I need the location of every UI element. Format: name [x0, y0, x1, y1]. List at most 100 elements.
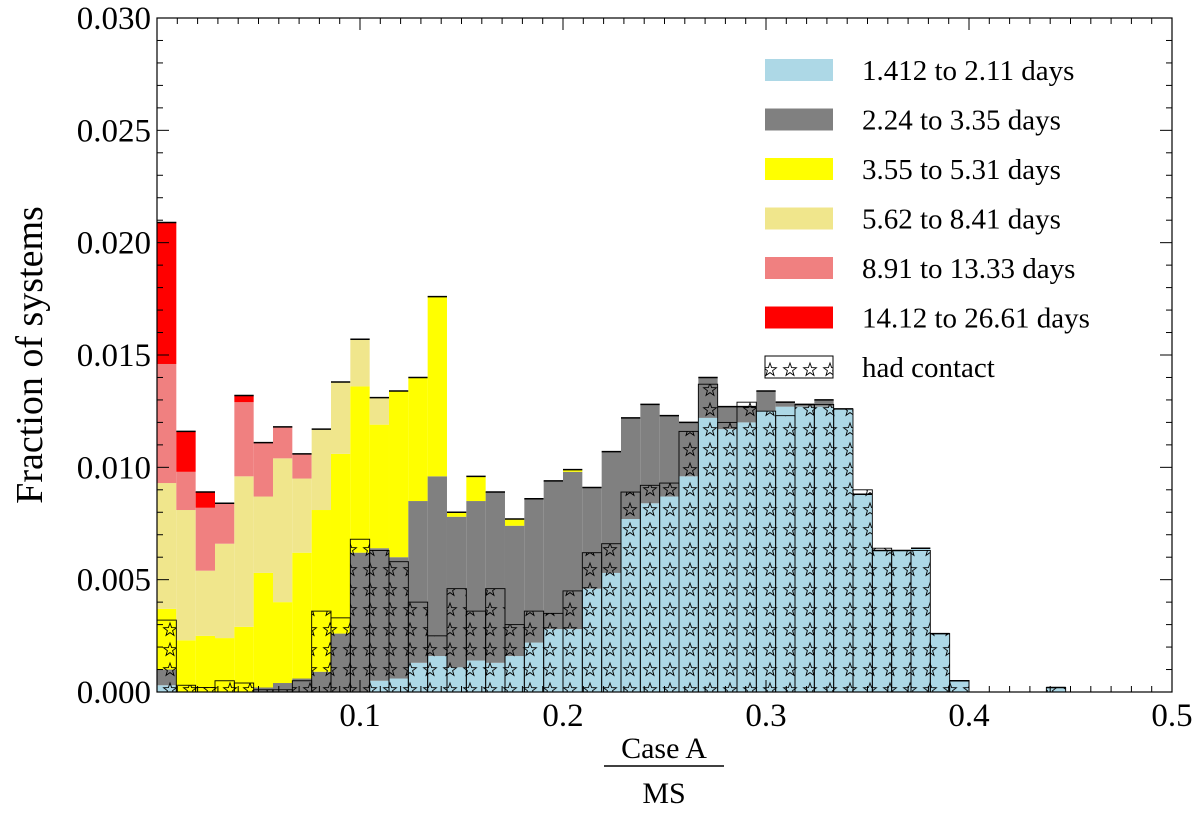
bar-segment-21-series-2 — [563, 469, 583, 472]
bar-segment-6-series-3 — [272, 458, 293, 603]
x-tick-labels: 0.1 0.2 0.3 0.4 0.5 — [339, 698, 1192, 734]
bar-segment-4-series-5 — [234, 395, 254, 403]
contact-bar-11 — [369, 550, 390, 693]
y-tick-label: 0.000 — [77, 675, 151, 711]
bar-segment-32-series-1 — [775, 402, 795, 407]
x-tick-label: 0.2 — [542, 698, 583, 734]
x-axis-label-numerator: Case A — [621, 732, 707, 765]
bar-segment-25-series-1 — [640, 404, 660, 504]
contact-bar-7 — [291, 680, 313, 693]
legend-swatch-5 — [765, 306, 833, 329]
bar-segment-2-series-5 — [195, 492, 215, 508]
bar-segment-9-series-2 — [330, 453, 351, 634]
contact-bar-4 — [233, 682, 255, 693]
contact-bar-24 — [620, 491, 641, 693]
contact-bar-9 — [330, 617, 351, 693]
bar-segment-3-series-4 — [214, 503, 235, 544]
contact-bar-38 — [891, 550, 912, 693]
contact-bar-19 — [523, 610, 545, 693]
bar-segment-7-series-3 — [292, 478, 312, 553]
bar-segment-18-series-1 — [505, 525, 525, 657]
bar-segment-6-series-2 — [272, 602, 293, 684]
contact-bar-15 — [446, 588, 467, 693]
bar-segment-5-series-3 — [253, 496, 273, 573]
contact-bar-18 — [504, 624, 525, 693]
legend-swatch-1 — [765, 108, 833, 131]
bar-segment-11-series-3 — [369, 397, 389, 425]
bar-segment-3-series-2 — [214, 638, 235, 692]
legend-label: 8.91 to 13.33 days — [862, 253, 1075, 285]
bar-segment-1-series-3 — [176, 510, 196, 641]
legend-swatch-0 — [765, 59, 833, 81]
y-tick-label: 0.005 — [77, 563, 151, 599]
legend-swatch-3 — [765, 207, 833, 230]
legend-swatch-2 — [765, 158, 833, 180]
bar-segment-10-series-3 — [350, 339, 370, 387]
contact-bar-8 — [311, 610, 332, 693]
bar-segment-31-series-1 — [756, 390, 776, 412]
contact-bar-33 — [794, 403, 815, 693]
bar-segment-20-series-1 — [543, 480, 563, 630]
legend-label: 3.55 to 5.31 days — [862, 154, 1061, 186]
bar-segment-1-series-2 — [176, 640, 196, 692]
y-tick-label: 0.010 — [77, 450, 151, 486]
x-tick-label: 0.4 — [948, 698, 989, 734]
bar-segment-16-series-2 — [466, 476, 486, 502]
contact-bar-28 — [697, 383, 719, 693]
x-tick-label: 0.5 — [1151, 698, 1192, 734]
y-tick-label: 0.025 — [77, 113, 151, 149]
legend-label: 5.62 to 8.41 days — [862, 204, 1061, 236]
contact-bar-17 — [485, 588, 506, 693]
contact-bar-12 — [388, 561, 409, 693]
bar-segment-2-series-4 — [195, 507, 215, 571]
contact-bar-21 — [562, 590, 583, 693]
legend: 1.412 to 2.11 days 2.24 to 3.35 days 3.55 … — [764, 55, 1090, 384]
bar-segment-23-series-1 — [601, 451, 621, 573]
contact-bar-14 — [427, 635, 448, 693]
legend-label: had contact — [862, 352, 995, 384]
bar-segment-18-series-2 — [505, 519, 525, 526]
bar-segment-1-series-4 — [176, 471, 196, 511]
contact-bar-2 — [195, 687, 216, 693]
contact-bar-26 — [659, 482, 680, 693]
bar-segment-13-series-2 — [408, 377, 428, 502]
bar-segment-4-series-3 — [234, 476, 254, 627]
bar-segment-9-series-3 — [330, 381, 351, 454]
legend-label: 1.412 to 2.11 days — [862, 55, 1074, 87]
contact-bar-10 — [349, 538, 371, 693]
x-tick-label: 0.1 — [339, 698, 380, 734]
bar-segment-34-series-1 — [814, 399, 834, 407]
bar-segment-6-series-1 — [272, 683, 293, 692]
y-tick-label: 0.015 — [77, 338, 151, 374]
contact-bar-34 — [813, 403, 835, 693]
y-axis-label: Fraction of systems — [9, 206, 51, 504]
y-tick-label: 0.020 — [77, 226, 151, 262]
bar-segment-7-series-2 — [292, 552, 312, 679]
had-contact-overlay — [156, 383, 1067, 693]
contact-bar-1 — [175, 684, 197, 693]
contact-bar-27 — [678, 430, 699, 693]
contact-bar-30 — [736, 401, 757, 693]
contact-bar-0 — [156, 619, 177, 693]
bar-segment-8-series-3 — [311, 429, 331, 511]
contact-bar-40 — [929, 633, 951, 693]
contact-bar-31 — [755, 410, 777, 693]
y-tick-labels: 0.000 0.005 0.010 0.015 0.020 0.025 0.030 — [77, 1, 151, 711]
contact-bar-35 — [833, 408, 854, 693]
x-tick-label: 0.3 — [745, 698, 786, 734]
contact-bar-39 — [910, 550, 931, 693]
legend-swatch-had-contact — [764, 355, 834, 379]
bar-segment-0-series-4 — [157, 363, 177, 484]
bar-segment-4-series-2 — [234, 626, 254, 692]
legend-label: 2.24 to 3.35 days — [862, 105, 1061, 137]
bar-segment-14-series-2 — [427, 296, 447, 477]
y-tick-label: 0.030 — [77, 1, 151, 37]
axis-ticks — [157, 18, 1172, 692]
contact-bar-25 — [639, 484, 661, 693]
bar-segment-7-series-4 — [292, 453, 312, 479]
contact-bar-29 — [717, 421, 738, 693]
bar-segment-2-series-2 — [195, 635, 215, 692]
bar-segment-5-series-4 — [253, 442, 273, 497]
bar-segment-2-series-3 — [195, 570, 215, 636]
bar-segment-11-series-2 — [369, 424, 389, 549]
